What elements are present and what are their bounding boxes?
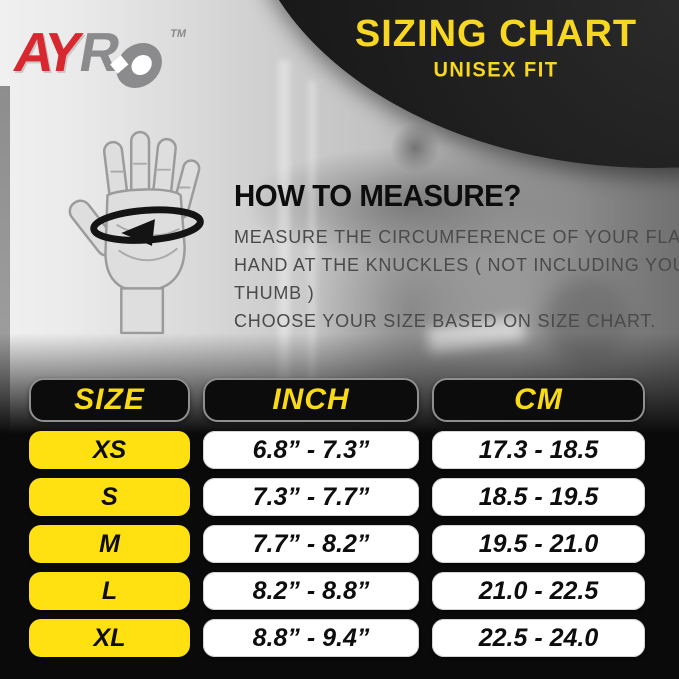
inch-value: 7.3” - 7.7”: [203, 478, 419, 516]
size-badge: XS: [29, 431, 190, 469]
logo-o-aperture-icon: O: [112, 43, 166, 88]
page-subtitle: UNISEX FIT: [433, 58, 559, 82]
page-title: SIZING CHART: [354, 13, 638, 55]
measure-instruction-line: HAND AT THE KNUCKLES ( NOT INCLUDING YOU…: [234, 255, 679, 275]
cm-value: 21.0 - 22.5: [432, 572, 645, 610]
brand-logo: AYROTM: [9, 4, 192, 88]
size-badge: XL: [29, 619, 190, 657]
hand-circumference-measure-icon: [56, 130, 244, 338]
cm-value: 17.3 - 18.5: [432, 431, 645, 469]
measure-instruction-line: CHOOSE YOUR SIZE BASED ON SIZE CHART.: [234, 311, 657, 331]
banner: SIZING CHART UNISEX FIT: [318, 13, 674, 82]
cm-column-header: CM: [432, 378, 645, 422]
logo-letters-ay: AY: [9, 21, 82, 83]
size-badge: S: [29, 478, 190, 516]
size-badge: L: [29, 572, 190, 610]
how-to-measure-section: HOW TO MEASURE? MEASURE THE CIRCUMFERENC…: [234, 178, 679, 335]
hand-illustration-svg: [68, 130, 204, 335]
how-to-measure-heading: HOW TO MEASURE?: [234, 178, 521, 213]
cm-value: 19.5 - 21.0: [432, 525, 645, 563]
measure-instruction-line: MEASURE THE CIRCUMFERENCE OF YOUR FLAT: [234, 227, 679, 247]
sizing-table: SIZE INCH CM XS 6.8” - 7.3” 17.3 - 18.5 …: [0, 378, 679, 657]
circumference-arrow: [90, 206, 204, 246]
inch-column-header: INCH: [203, 378, 419, 422]
size-badge: M: [29, 525, 190, 563]
inch-value: 8.2” - 8.8”: [203, 572, 419, 610]
inch-value: 7.7” - 8.2”: [203, 525, 419, 563]
logo-letter-r: R: [74, 21, 121, 83]
measure-instruction-line: THUMB ): [234, 283, 315, 303]
cm-value: 18.5 - 19.5: [432, 478, 645, 516]
inch-value: 6.8” - 7.3”: [203, 431, 419, 469]
trademark-symbol: TM: [169, 28, 188, 40]
cm-value: 22.5 - 24.0: [432, 619, 645, 657]
size-column-header: SIZE: [29, 378, 190, 422]
inch-value: 8.8” - 9.4”: [203, 619, 419, 657]
